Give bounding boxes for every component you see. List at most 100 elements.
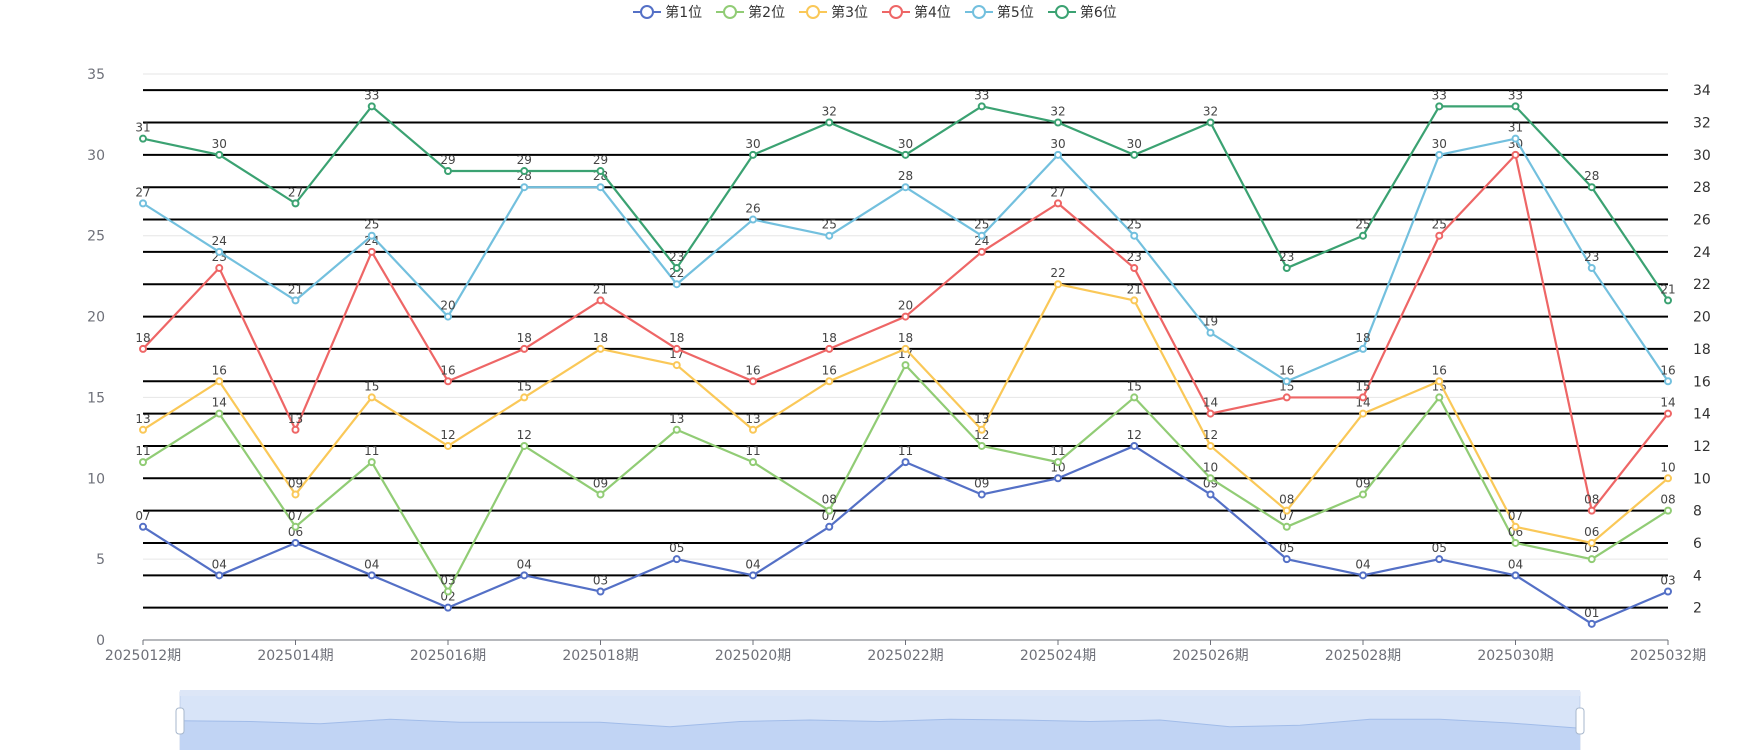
- data-point: [1511, 538, 1520, 547]
- data-label: 24: [364, 234, 379, 248]
- y-tick-label: 10: [87, 471, 105, 487]
- data-point: [1664, 587, 1672, 596]
- data-label: 08: [1660, 493, 1675, 507]
- legend-item[interactable]: 第4位: [880, 2, 953, 22]
- data-zoom-end-handle[interactable]: [1575, 707, 1585, 735]
- data-label: 19: [1203, 315, 1218, 329]
- data-label: 31: [135, 121, 150, 135]
- data-point: [367, 231, 376, 240]
- y-tick-label: 20: [87, 310, 105, 326]
- data-label: 21: [1127, 282, 1142, 296]
- y2-tick-label: 26: [1693, 213, 1711, 229]
- data-point: [1664, 474, 1672, 483]
- data-zoom-start-handle[interactable]: [175, 707, 185, 735]
- data-label: 07: [1508, 509, 1523, 523]
- data-point: [1130, 296, 1139, 305]
- legend-item[interactable]: 第3位: [797, 2, 870, 22]
- data-label: 05: [669, 541, 684, 555]
- legend-line-circle-icon: [964, 5, 993, 19]
- data-label: 05: [1432, 541, 1447, 555]
- data-label: 12: [974, 428, 989, 442]
- data-point: [901, 344, 910, 353]
- data-label: 05: [1279, 541, 1294, 555]
- x-tick-label: 2025020期: [715, 648, 791, 664]
- data-label: 05: [1584, 541, 1599, 555]
- data-label: 10: [1660, 460, 1675, 474]
- data-label: 20: [898, 299, 913, 313]
- data-point: [1206, 441, 1215, 450]
- data-label: 01: [1584, 606, 1599, 620]
- data-label: 08: [1584, 493, 1599, 507]
- legend-label: 第2位: [748, 5, 786, 21]
- data-label: 33: [1508, 88, 1523, 102]
- data-label: 16: [822, 363, 837, 377]
- data-label: 02: [440, 590, 455, 604]
- y2-tick-label: 10: [1693, 471, 1711, 487]
- legend-item[interactable]: 第2位: [714, 2, 787, 22]
- data-point: [977, 102, 986, 111]
- data-point: [977, 441, 986, 450]
- legend-line-circle-icon: [1047, 5, 1076, 19]
- data-point: [1587, 183, 1596, 192]
- data-point: [1282, 522, 1291, 531]
- data-label: 16: [1279, 363, 1294, 377]
- data-label: 23: [1584, 250, 1599, 264]
- legend-item[interactable]: 第6位: [1046, 2, 1119, 22]
- data-label: 06: [1584, 525, 1599, 539]
- data-point: [1054, 474, 1062, 483]
- data-point: [749, 377, 757, 386]
- data-label: 13: [974, 412, 989, 426]
- data-point: [596, 296, 605, 305]
- x-tick-label: 2025030期: [1477, 648, 1553, 664]
- legend-item[interactable]: 第1位: [631, 2, 704, 22]
- data-point: [291, 199, 300, 208]
- data-point: [901, 150, 910, 159]
- data-point: [1054, 150, 1062, 159]
- data-point: [139, 425, 147, 434]
- data-label: 09: [974, 476, 989, 490]
- y-tick-label: 35: [87, 67, 105, 83]
- data-point: [1511, 522, 1520, 531]
- data-point: [291, 490, 300, 499]
- data-label: 06: [288, 525, 303, 539]
- data-point: [977, 247, 986, 256]
- data-point: [444, 587, 452, 596]
- data-label: 03: [440, 573, 455, 587]
- data-label: 18: [593, 331, 608, 345]
- legend-line-circle-icon: [799, 5, 828, 19]
- data-zoom-preview-line: [179, 718, 1581, 729]
- data-label: 03: [593, 573, 608, 587]
- data-label: 33: [364, 88, 379, 102]
- legend-item[interactable]: 第5位: [963, 2, 1036, 22]
- y2-tick-label: 28: [1693, 180, 1711, 196]
- data-label: 28: [593, 169, 608, 183]
- data-label: 14: [1660, 396, 1675, 410]
- data-label: 18: [669, 331, 684, 345]
- legend: 第1位 第2位 第3位 第4位 第5位 第6位: [0, 2, 1750, 22]
- data-point: [1664, 506, 1672, 515]
- data-label: 07: [288, 509, 303, 523]
- y-tick-label: 25: [87, 229, 105, 245]
- data-point: [291, 425, 300, 434]
- data-label: 28: [517, 169, 532, 183]
- data-label: 22: [1050, 266, 1065, 280]
- data-point: [215, 571, 224, 580]
- data-point: [1282, 264, 1291, 273]
- legend-label: 第4位: [914, 5, 951, 21]
- data-point: [749, 571, 757, 580]
- data-point: [1206, 328, 1215, 337]
- data-label: 27: [288, 185, 303, 199]
- data-point: [215, 377, 224, 386]
- data-point: [215, 264, 224, 273]
- data-point: [1206, 118, 1215, 127]
- data-label: 30: [898, 137, 913, 151]
- data-label: 16: [1432, 363, 1447, 377]
- data-point: [1054, 199, 1062, 208]
- data-point: [672, 344, 681, 353]
- data-point: [444, 441, 452, 450]
- data-point: [825, 118, 834, 127]
- data-label: 04: [1355, 557, 1370, 571]
- data-point: [1206, 409, 1215, 418]
- data-label: 23: [669, 250, 684, 264]
- data-point: [1587, 555, 1596, 564]
